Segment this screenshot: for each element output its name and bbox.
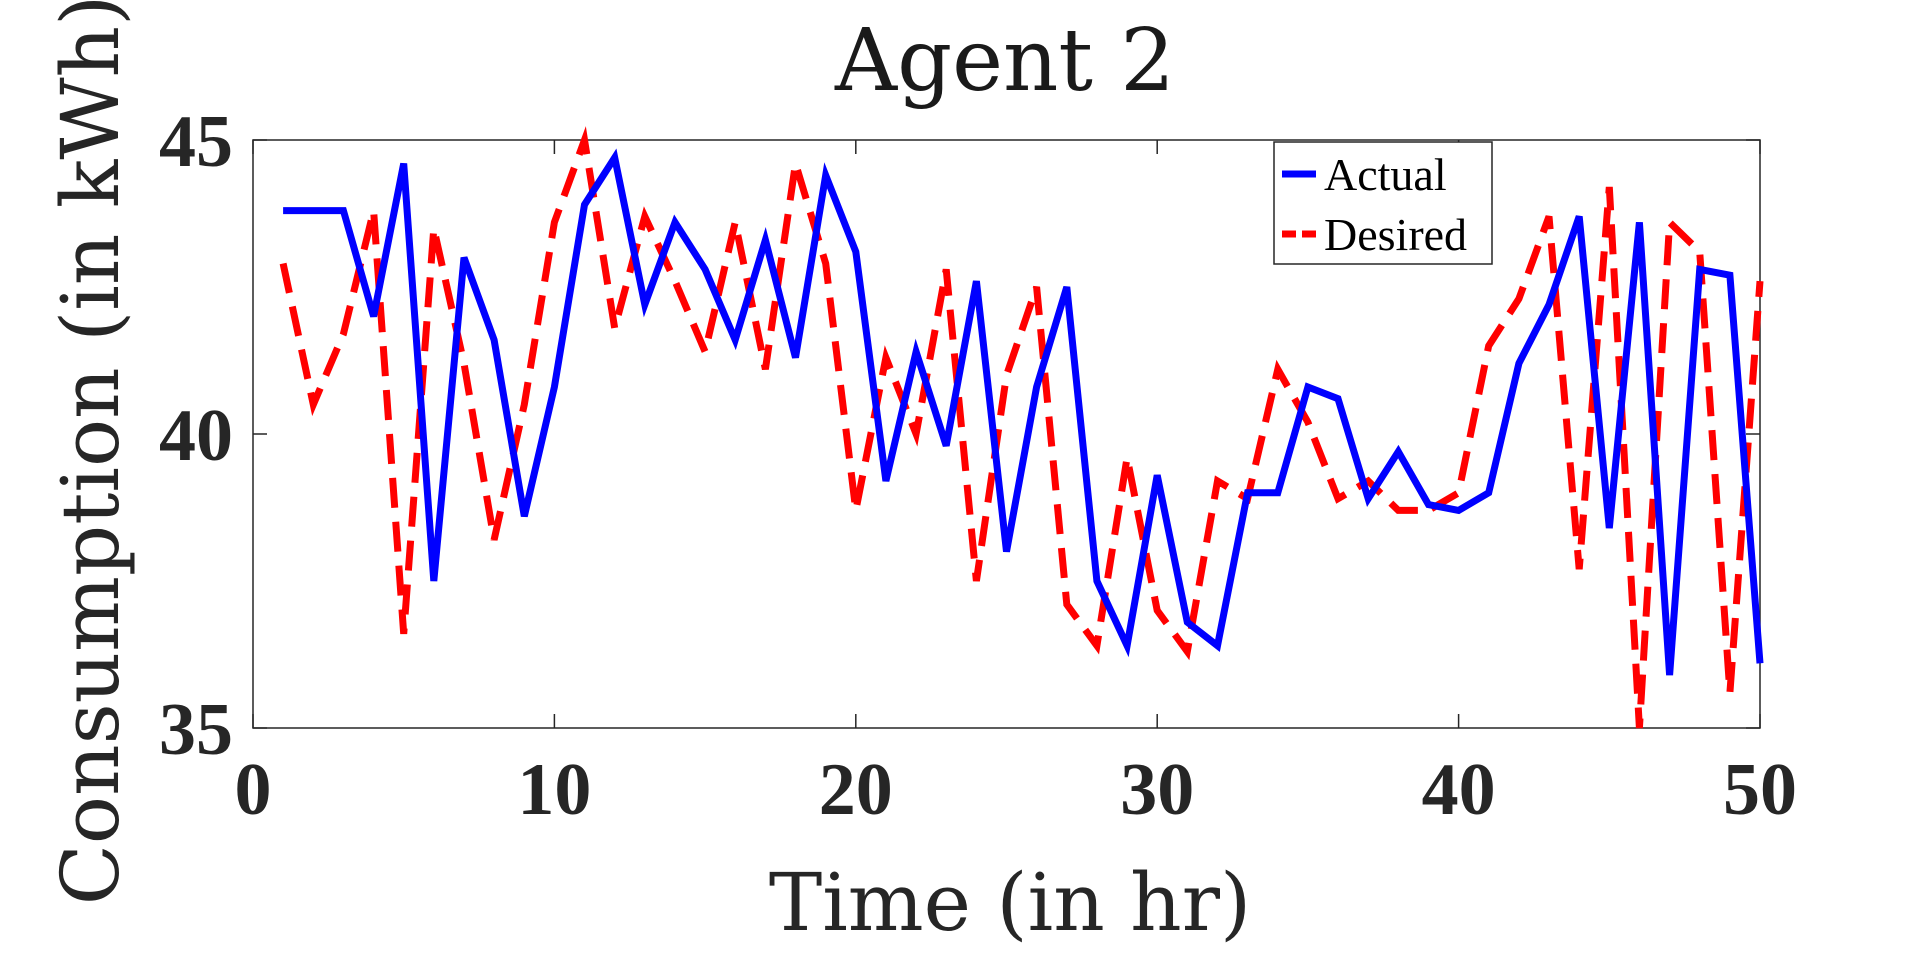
- series-line-actual: [283, 148, 1764, 676]
- y-tick-label: 35: [159, 689, 233, 771]
- x-tick-label: 0: [235, 749, 272, 831]
- plot-frame: [252, 139, 1761, 729]
- legend-label-actual: Actual: [1324, 149, 1447, 200]
- legend-box: [1273, 141, 1493, 265]
- y-axis-label: Consumption (in kWh): [44, 0, 137, 905]
- axis-ticks: 0 10 20 30 40 50 35 40 45: [159, 101, 1797, 831]
- x-tick-label: 40: [1422, 749, 1496, 831]
- x-tick-label: 10: [517, 749, 591, 831]
- series-layer: [279, 126, 1764, 729]
- legend-label-desired: Desired: [1324, 209, 1467, 260]
- y-tick-label: 45: [159, 101, 233, 183]
- chart-title: Agent 2: [834, 11, 1175, 111]
- x-tick-label: 50: [1723, 749, 1797, 831]
- legend: Actual Desired: [1273, 141, 1493, 265]
- plot-area: [252, 139, 1761, 729]
- x-tick-label: 20: [819, 749, 893, 831]
- y-tick-label: 40: [159, 395, 233, 477]
- series-line-desired: [279, 126, 1764, 729]
- x-tick-label: 30: [1120, 749, 1194, 831]
- x-axis-label: Time (in hr): [769, 856, 1251, 949]
